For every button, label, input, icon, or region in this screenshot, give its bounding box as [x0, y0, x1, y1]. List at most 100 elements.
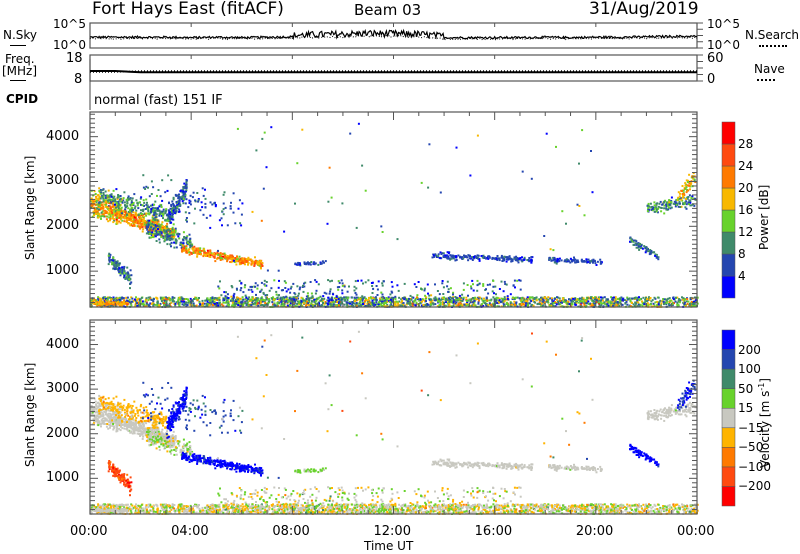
echo-cell — [614, 301, 617, 304]
echo-cell — [333, 300, 336, 303]
echo-cell — [412, 301, 415, 304]
echo-cell — [230, 254, 233, 257]
echo-cell — [112, 199, 115, 202]
echo-cell — [293, 297, 296, 300]
echo-cell — [450, 301, 453, 304]
echo-cell — [105, 298, 108, 301]
echo-cell — [496, 257, 498, 260]
echo-cell — [459, 302, 462, 305]
echo-cell — [607, 301, 610, 304]
echo-cell — [554, 297, 556, 300]
echo-cell — [614, 298, 617, 301]
echo-cell — [112, 263, 115, 266]
echo-cell — [260, 281, 263, 284]
echo-cell — [659, 200, 662, 203]
echo-cell — [110, 198, 113, 201]
echo-cell — [94, 210, 97, 213]
echo-cell — [260, 219, 263, 222]
echo-cell — [154, 225, 157, 228]
echo-cell — [568, 303, 571, 306]
echo-cell — [265, 281, 268, 283]
echo-cell — [123, 270, 126, 273]
echo-cell — [157, 228, 159, 230]
echo-cell — [175, 201, 178, 203]
echo-cell — [428, 143, 431, 146]
echo-cell — [261, 262, 264, 264]
echo-cell — [371, 292, 374, 294]
echo-cell — [434, 303, 437, 306]
echo-cell — [304, 300, 307, 302]
echo-cell — [224, 254, 226, 257]
echo-cell — [174, 227, 177, 230]
echo-cell — [206, 303, 209, 306]
echo-cell — [119, 213, 122, 216]
echo-cell — [663, 298, 666, 301]
echo-cell — [127, 217, 130, 220]
echo-cell — [619, 298, 622, 301]
echo-cell — [169, 232, 172, 235]
echo-cell — [152, 301, 155, 304]
echo-cell — [276, 301, 279, 304]
echo-cell — [305, 263, 308, 266]
echo-cell — [318, 305, 321, 308]
echo-cell — [443, 296, 445, 299]
echo-cell — [343, 285, 346, 288]
echo-cell — [683, 299, 686, 302]
echo-cell — [551, 300, 554, 303]
echo-cell — [124, 205, 127, 208]
echo-cell — [409, 302, 412, 305]
echo-cell — [455, 258, 458, 261]
echo-cell — [127, 210, 130, 213]
echo-cell — [245, 303, 248, 306]
nsearch-line — [89, 34, 698, 41]
echo-cell — [150, 209, 153, 212]
echo-cell — [448, 300, 451, 303]
echo-cell — [526, 304, 529, 307]
echo-cell — [330, 300, 333, 303]
echo-cell — [558, 257, 561, 260]
echo-cell — [343, 296, 346, 299]
echo-cell — [573, 256, 575, 259]
echo-cell — [553, 261, 556, 264]
echo-cell — [190, 251, 193, 254]
echo-cell — [609, 304, 612, 307]
echo-cell — [500, 254, 503, 257]
echo-cell — [250, 263, 253, 266]
echo-cell — [209, 253, 212, 256]
echo-cell — [182, 202, 185, 205]
echo-cell — [455, 255, 458, 258]
echo-cell — [341, 297, 343, 300]
echo-cell — [650, 300, 653, 303]
echo-cell — [436, 305, 439, 308]
echo-cell — [684, 298, 686, 301]
echo-cell — [592, 299, 595, 302]
echo-cell — [226, 293, 229, 296]
echo-cell — [557, 301, 560, 304]
echo-cell — [132, 299, 135, 302]
echo-cell — [116, 263, 119, 266]
echo-cell — [688, 305, 691, 308]
echo-cell — [166, 235, 169, 238]
echo-cell — [222, 213, 225, 216]
echo-cell — [124, 204, 126, 207]
echo-cell — [561, 305, 564, 308]
echo-cell — [525, 299, 528, 302]
echo-cell — [159, 232, 162, 235]
echo-cell — [240, 213, 243, 216]
echo-cell — [144, 300, 147, 303]
echo-cell — [578, 297, 581, 300]
echo-cell — [583, 304, 586, 306]
echo-cell — [357, 297, 360, 300]
echo-cell — [200, 250, 203, 252]
echo-cell — [523, 258, 526, 261]
echo-cell — [447, 296, 450, 299]
echo-cell — [360, 297, 363, 300]
echo-cell — [133, 218, 136, 221]
echo-cell — [158, 210, 161, 213]
echo-cell — [241, 296, 244, 299]
echo-cell — [250, 304, 253, 307]
echo-cell — [461, 300, 464, 302]
echo-cell — [425, 300, 427, 303]
echo-cell — [615, 303, 618, 306]
echo-cell — [303, 285, 306, 288]
